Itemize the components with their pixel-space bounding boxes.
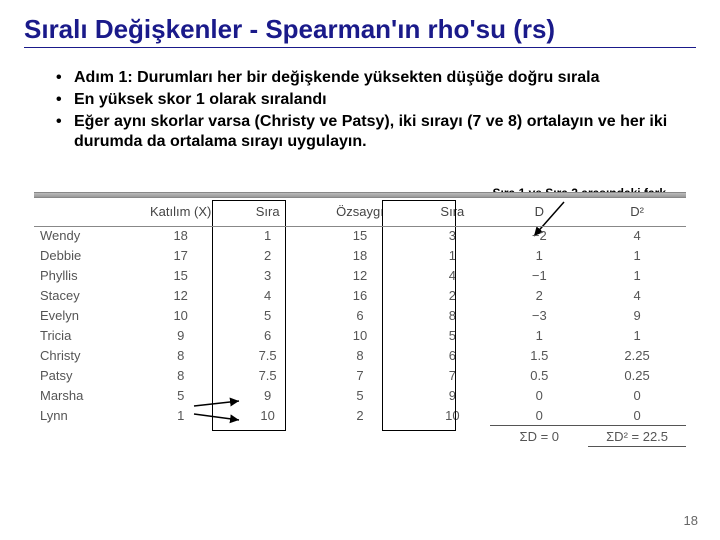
table-row: Tricia9610511 (34, 325, 686, 345)
page-number: 18 (684, 513, 698, 528)
cell: 9 (588, 305, 686, 325)
cell: 4 (588, 285, 686, 305)
bullet-text: Adım 1: Durumları her bir değişkende yük… (74, 68, 599, 88)
highlight-box-sira2 (382, 200, 456, 431)
table-row: Wendy181153−24 (34, 225, 686, 245)
bullet-list: •Adım 1: Durumları her bir değişkende yü… (56, 68, 696, 152)
cell: 2.25 (588, 345, 686, 365)
bullet-item: •Eğer aynı skorlar varsa (Christy ve Pat… (56, 112, 696, 152)
cell: 0.25 (588, 365, 686, 385)
col-d: D (490, 198, 588, 225)
table-row: Debbie17218111 (34, 245, 686, 265)
table-header-row: Katılım (X) Sıra Özsaygı Sıra D D² (34, 198, 686, 225)
bullet-item: •Adım 1: Durumları her bir değişkende yü… (56, 68, 696, 88)
cell: Christy (34, 345, 132, 365)
data-table-container: Katılım (X) Sıra Özsaygı Sıra D D² Wendy… (34, 192, 686, 427)
table-row: Stacey12416224 (34, 285, 686, 305)
page-title: Sıralı Değişkenler - Spearman'ın rho'su … (24, 14, 696, 48)
ranking-figure: Sıra 1 ve Sıra 2 arasındaki fark Katılım… (34, 192, 686, 427)
cell: −2 (490, 225, 588, 245)
col-name (34, 198, 132, 225)
cell: −3 (490, 305, 588, 325)
sum-d2: ΣD² = 22.5 (588, 426, 686, 447)
cell: 1 (490, 245, 588, 265)
table-row: Phyllis153124−11 (34, 265, 686, 285)
cell: 0 (588, 385, 686, 405)
cell: 1 (490, 325, 588, 345)
cell: Tricia (34, 325, 132, 345)
cell: Phyllis (34, 265, 132, 285)
cell: Patsy (34, 365, 132, 385)
sum-d: ΣD = 0 (490, 426, 588, 447)
cell: Evelyn (34, 305, 132, 325)
cell: Stacey (34, 285, 132, 305)
table-row: Patsy87.5770.50.25 (34, 365, 686, 385)
cell: 0 (490, 385, 588, 405)
col-d2: D² (588, 198, 686, 225)
bullet-text: En yüksek skor 1 olarak sıralandı (74, 90, 327, 110)
data-table: Katılım (X) Sıra Özsaygı Sıra D D² Wendy… (34, 198, 686, 447)
table-row: Christy87.5861.52.25 (34, 345, 686, 365)
table-row: Marsha595900 (34, 385, 686, 405)
cell: 2 (490, 285, 588, 305)
bullet-item: •En yüksek skor 1 olarak sıralandı (56, 90, 696, 110)
cell: Marsha (34, 385, 132, 405)
table-row: Evelyn10568−39 (34, 305, 686, 325)
header-divider (34, 226, 686, 227)
cell: Wendy (34, 225, 132, 245)
cell: 1 (588, 325, 686, 345)
cell: 4 (588, 225, 686, 245)
cell: −1 (490, 265, 588, 285)
table-sum-row: ΣD = 0 ΣD² = 22.5 (34, 426, 686, 447)
cell: 1 (588, 265, 686, 285)
highlight-box-sira1 (212, 200, 286, 431)
cell: Debbie (34, 245, 132, 265)
cell: 1.5 (490, 345, 588, 365)
cell: 0.5 (490, 365, 588, 385)
cell: 1 (588, 245, 686, 265)
bullet-text: Eğer aynı skorlar varsa (Christy ve Pats… (74, 112, 696, 152)
